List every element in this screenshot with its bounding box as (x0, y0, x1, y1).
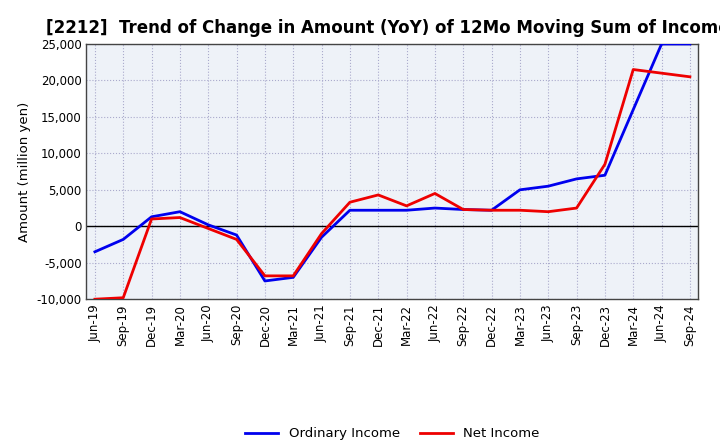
Net Income (544, 209, 552, 214)
Net Income (289, 273, 297, 279)
Ordinary Income (600, 172, 609, 178)
Ordinary Income (91, 249, 99, 254)
Net Income (233, 237, 241, 242)
Net Income (119, 295, 127, 301)
Title: [2212]  Trend of Change in Amount (YoY) of 12Mo Moving Sum of Incomes: [2212] Trend of Change in Amount (YoY) o… (45, 19, 720, 37)
Ordinary Income (148, 214, 156, 220)
Legend: Ordinary Income, Net Income: Ordinary Income, Net Income (240, 422, 545, 440)
Ordinary Income (233, 232, 241, 238)
Ordinary Income (685, 41, 694, 47)
Line: Net Income: Net Income (95, 70, 690, 299)
Ordinary Income (119, 237, 127, 242)
Ordinary Income (516, 187, 524, 192)
Ordinary Income (261, 279, 269, 284)
Line: Ordinary Income: Ordinary Income (95, 44, 690, 281)
Ordinary Income (374, 208, 382, 213)
Ordinary Income (572, 176, 581, 182)
Y-axis label: Amount (million yen): Amount (million yen) (18, 102, 31, 242)
Net Income (459, 207, 467, 212)
Net Income (318, 231, 326, 236)
Ordinary Income (204, 222, 212, 227)
Net Income (204, 226, 212, 231)
Net Income (685, 74, 694, 80)
Net Income (629, 67, 637, 72)
Ordinary Income (657, 41, 666, 47)
Ordinary Income (289, 275, 297, 280)
Ordinary Income (176, 209, 184, 214)
Ordinary Income (318, 235, 326, 240)
Net Income (402, 203, 411, 209)
Net Income (176, 215, 184, 220)
Net Income (148, 216, 156, 222)
Net Income (374, 192, 382, 198)
Ordinary Income (487, 208, 496, 213)
Net Income (516, 208, 524, 213)
Net Income (657, 70, 666, 76)
Ordinary Income (431, 205, 439, 211)
Ordinary Income (402, 208, 411, 213)
Ordinary Income (459, 207, 467, 212)
Net Income (91, 297, 99, 302)
Net Income (346, 200, 354, 205)
Net Income (431, 191, 439, 196)
Net Income (600, 161, 609, 167)
Net Income (572, 205, 581, 211)
Ordinary Income (629, 107, 637, 112)
Net Income (487, 208, 496, 213)
Net Income (261, 273, 269, 279)
Ordinary Income (544, 183, 552, 189)
Ordinary Income (346, 208, 354, 213)
